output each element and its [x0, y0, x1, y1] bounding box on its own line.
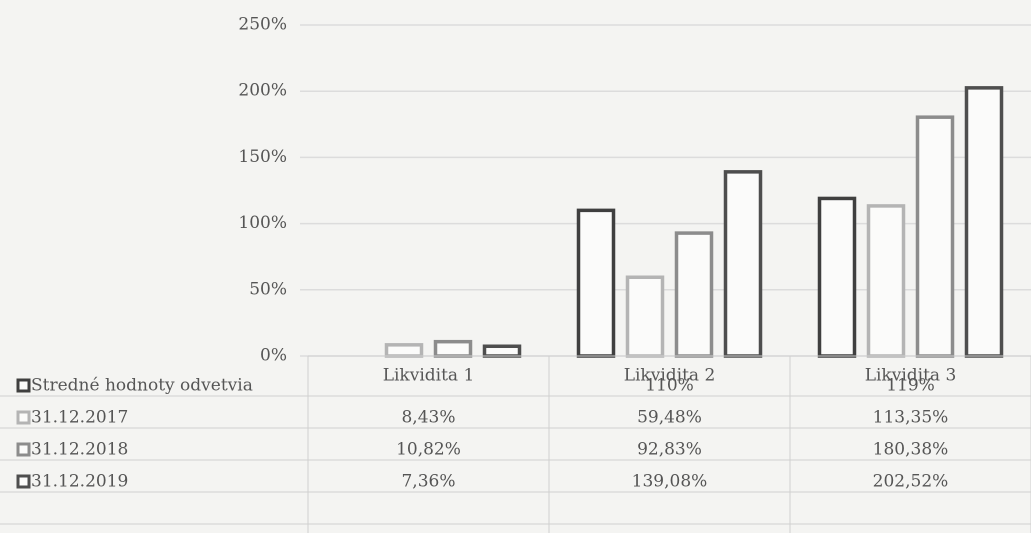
legend-key	[16, 378, 31, 393]
bar	[384, 343, 424, 358]
data-label: 113,35%	[873, 408, 949, 428]
bar	[576, 208, 616, 358]
bar	[625, 275, 665, 358]
x-tick-label: Likvidita 3	[865, 366, 957, 386]
y-tick-label: 250%	[238, 15, 287, 35]
bar	[674, 231, 714, 358]
legend-key	[16, 442, 31, 457]
x-tick-label: Likvidita 1	[383, 366, 475, 386]
legend-label: 31.12.2018	[31, 440, 128, 460]
bar	[915, 115, 955, 358]
data-label: 139,08%	[632, 472, 708, 492]
data-label: 180,38%	[873, 440, 949, 460]
y-tick-label: 0%	[260, 346, 287, 366]
legend-label: 31.12.2019	[31, 472, 128, 492]
legend-label: Stredné hodnoty odvetvia	[31, 376, 253, 396]
legend-key	[16, 410, 31, 425]
data-label: 202,52%	[873, 472, 949, 492]
legend-label: 31.12.2017	[31, 408, 128, 428]
y-tick-label: 200%	[238, 81, 287, 101]
data-label: 119%	[886, 376, 935, 396]
bar	[723, 170, 763, 358]
bar	[482, 344, 522, 358]
data-label: 110%	[645, 376, 694, 396]
data-label: 59,48%	[637, 408, 702, 428]
bar	[433, 339, 473, 358]
y-tick-label: 150%	[238, 147, 287, 167]
y-tick-label: 50%	[249, 279, 287, 299]
data-label: 7,36%	[401, 472, 455, 492]
legend-key	[16, 474, 31, 489]
data-label: 10,82%	[396, 440, 461, 460]
bar	[817, 196, 857, 358]
data-label: 8,43%	[401, 408, 455, 428]
bar	[866, 204, 906, 358]
x-tick-label: Likvidita 2	[624, 366, 716, 386]
bar	[964, 86, 1004, 358]
data-label: 92,83%	[637, 440, 702, 460]
y-tick-label: 100%	[238, 213, 287, 233]
